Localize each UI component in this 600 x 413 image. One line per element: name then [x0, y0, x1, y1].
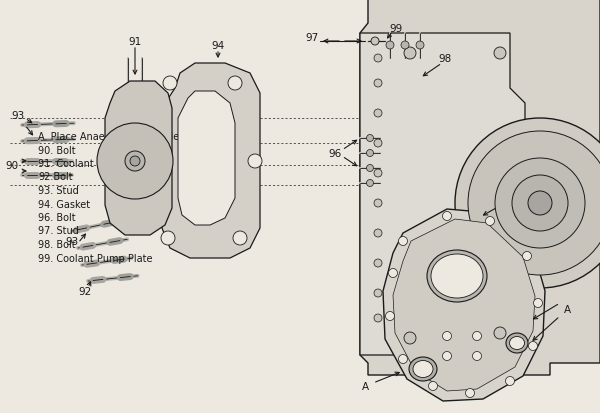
Circle shape	[374, 170, 382, 178]
Circle shape	[161, 231, 175, 245]
Circle shape	[374, 230, 382, 237]
Circle shape	[404, 332, 416, 344]
Circle shape	[466, 389, 475, 398]
Circle shape	[473, 332, 482, 341]
Circle shape	[125, 152, 145, 171]
Circle shape	[443, 332, 452, 341]
Ellipse shape	[413, 361, 433, 377]
Text: 90. Bolt: 90. Bolt	[38, 145, 76, 155]
Polygon shape	[360, 0, 600, 375]
Circle shape	[374, 110, 382, 118]
Circle shape	[404, 48, 416, 60]
Circle shape	[495, 159, 585, 248]
Circle shape	[455, 119, 600, 288]
Text: 94. Gasket: 94. Gasket	[38, 199, 90, 209]
Circle shape	[523, 252, 532, 261]
Polygon shape	[178, 92, 235, 225]
Polygon shape	[105, 82, 172, 235]
Circle shape	[130, 157, 140, 166]
Circle shape	[233, 231, 247, 245]
Circle shape	[443, 351, 452, 361]
Circle shape	[398, 355, 407, 363]
Text: A: A	[563, 304, 571, 314]
Circle shape	[473, 351, 482, 361]
Text: A: A	[361, 381, 368, 391]
Text: 93: 93	[65, 236, 79, 247]
Circle shape	[158, 154, 172, 169]
Circle shape	[389, 269, 398, 278]
Circle shape	[367, 180, 373, 187]
Ellipse shape	[509, 337, 524, 350]
Text: 98: 98	[439, 54, 452, 64]
Text: 92: 92	[79, 286, 92, 296]
Polygon shape	[162, 64, 260, 259]
Text: 91. Coolant Pump: 91. Coolant Pump	[38, 159, 125, 169]
Text: 92.Bolt: 92.Bolt	[38, 172, 73, 182]
Text: 90: 90	[5, 161, 19, 171]
Circle shape	[528, 192, 552, 216]
Text: 99: 99	[389, 24, 403, 34]
Circle shape	[367, 165, 373, 172]
Ellipse shape	[506, 333, 528, 353]
Circle shape	[398, 237, 407, 246]
Circle shape	[374, 55, 382, 63]
Text: 98. Bolt: 98. Bolt	[38, 240, 76, 249]
Text: 97: 97	[305, 33, 319, 43]
Text: 99. Coolant Pump Plate: 99. Coolant Pump Plate	[38, 253, 152, 263]
Text: 96. Bolt: 96. Bolt	[38, 212, 76, 223]
Text: 91: 91	[128, 37, 142, 47]
Circle shape	[494, 48, 506, 60]
Circle shape	[374, 314, 382, 322]
Circle shape	[485, 217, 494, 226]
Circle shape	[367, 150, 373, 157]
Text: 93. Stud: 93. Stud	[38, 185, 79, 195]
Circle shape	[248, 154, 262, 169]
Circle shape	[374, 80, 382, 88]
Circle shape	[468, 132, 600, 275]
Circle shape	[443, 212, 452, 221]
Polygon shape	[360, 34, 525, 355]
Circle shape	[371, 38, 379, 46]
Text: A. Place Anaerobic Sealer Here: A. Place Anaerobic Sealer Here	[38, 132, 189, 142]
Text: 99: 99	[508, 195, 521, 204]
Circle shape	[428, 382, 437, 391]
Text: 96: 96	[328, 149, 341, 159]
Circle shape	[529, 342, 538, 351]
Circle shape	[97, 124, 173, 199]
Circle shape	[386, 312, 395, 321]
Text: 93: 93	[11, 111, 25, 121]
Circle shape	[512, 176, 568, 231]
Circle shape	[374, 199, 382, 207]
Circle shape	[163, 77, 177, 91]
Circle shape	[494, 327, 506, 339]
Circle shape	[374, 140, 382, 147]
Text: 97. Stud: 97. Stud	[38, 226, 79, 236]
Circle shape	[367, 135, 373, 142]
Circle shape	[374, 259, 382, 267]
Circle shape	[506, 377, 515, 386]
Circle shape	[374, 289, 382, 297]
Polygon shape	[393, 219, 535, 391]
Text: 94: 94	[211, 41, 224, 51]
Polygon shape	[383, 209, 545, 401]
Circle shape	[416, 42, 424, 50]
Circle shape	[533, 299, 542, 308]
Circle shape	[401, 42, 409, 50]
Circle shape	[386, 42, 394, 50]
Circle shape	[228, 77, 242, 91]
Ellipse shape	[427, 250, 487, 302]
Ellipse shape	[409, 357, 437, 381]
Ellipse shape	[431, 254, 483, 298]
